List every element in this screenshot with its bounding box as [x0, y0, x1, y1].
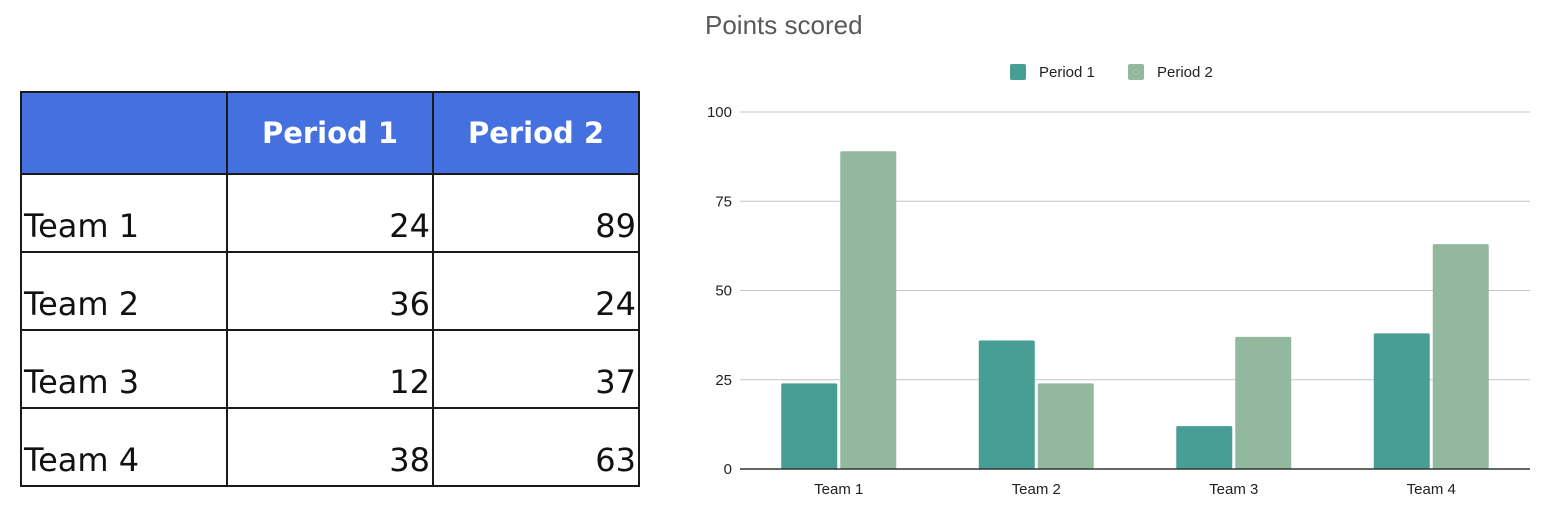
table-header-row: Period 1 Period 2	[20, 91, 640, 175]
x-tick-label: Team 1	[814, 481, 863, 498]
table-cell-period-2: 89	[432, 173, 640, 253]
bar-period-1-team-3	[1176, 426, 1233, 469]
y-tick-label: 25	[715, 372, 732, 389]
bar-period-1-team-2	[978, 340, 1035, 469]
legend-swatch	[1128, 64, 1144, 80]
y-tick-label: 0	[724, 461, 732, 478]
table-cell-period-2: 63	[432, 407, 640, 487]
bar-chart: Period 1 Period 2 0 25 50 75 100 Team 1 Team 2 T…	[707, 64, 1530, 498]
table-header-corner	[20, 91, 228, 175]
table-cell-period-2: 24	[432, 251, 640, 331]
table-row: Team 3 12 37	[20, 329, 640, 409]
y-tick-label: 50	[715, 283, 732, 300]
table-cell-period-1: 36	[226, 251, 434, 331]
x-tick-label: Team 4	[1407, 481, 1456, 498]
table-row: Team 1 24 89	[20, 173, 640, 253]
y-tick-label: 100	[707, 104, 732, 121]
table-row-label: Team 3	[20, 329, 228, 409]
table-header-period-2: Period 2	[432, 91, 640, 175]
legend-swatch	[1010, 64, 1026, 80]
chart-bars	[781, 151, 1489, 469]
y-tick-label: 75	[715, 193, 732, 210]
bar-period-1-team-4	[1373, 333, 1430, 469]
table-cell-period-1: 38	[226, 407, 434, 487]
data-table: Period 1 Period 2 Team 1 24 89 Team 2 36…	[20, 91, 640, 487]
table-cell-period-1: 12	[226, 329, 434, 409]
chart-title: Points scored	[705, 10, 863, 40]
legend-label: Period 1	[1039, 64, 1095, 81]
legend-label: Period 2	[1157, 64, 1213, 81]
bar-period-2-team-2	[1037, 383, 1094, 469]
table-header-period-1: Period 1	[226, 91, 434, 175]
table-row-label: Team 4	[20, 407, 228, 487]
chart-axes: 0 25 50 75 100 Team 1 Team 2 Team 3 Team 4	[707, 104, 1530, 498]
table-cell-period-1: 24	[226, 173, 434, 253]
x-tick-label: Team 3	[1209, 481, 1258, 498]
chart-legend: Period 1 Period 2	[1010, 64, 1213, 81]
table-row-label: Team 2	[20, 251, 228, 331]
bar-period-2-team-3	[1235, 336, 1292, 469]
bar-period-1-team-1	[781, 383, 838, 469]
table-row: Team 4 38 63	[20, 407, 640, 487]
table-row-label: Team 1	[20, 173, 228, 253]
bar-period-2-team-4	[1432, 244, 1489, 469]
table-cell-period-2: 37	[432, 329, 640, 409]
bar-period-2-team-1	[840, 151, 897, 469]
table-row: Team 2 36 24	[20, 251, 640, 331]
x-tick-label: Team 2	[1012, 481, 1061, 498]
